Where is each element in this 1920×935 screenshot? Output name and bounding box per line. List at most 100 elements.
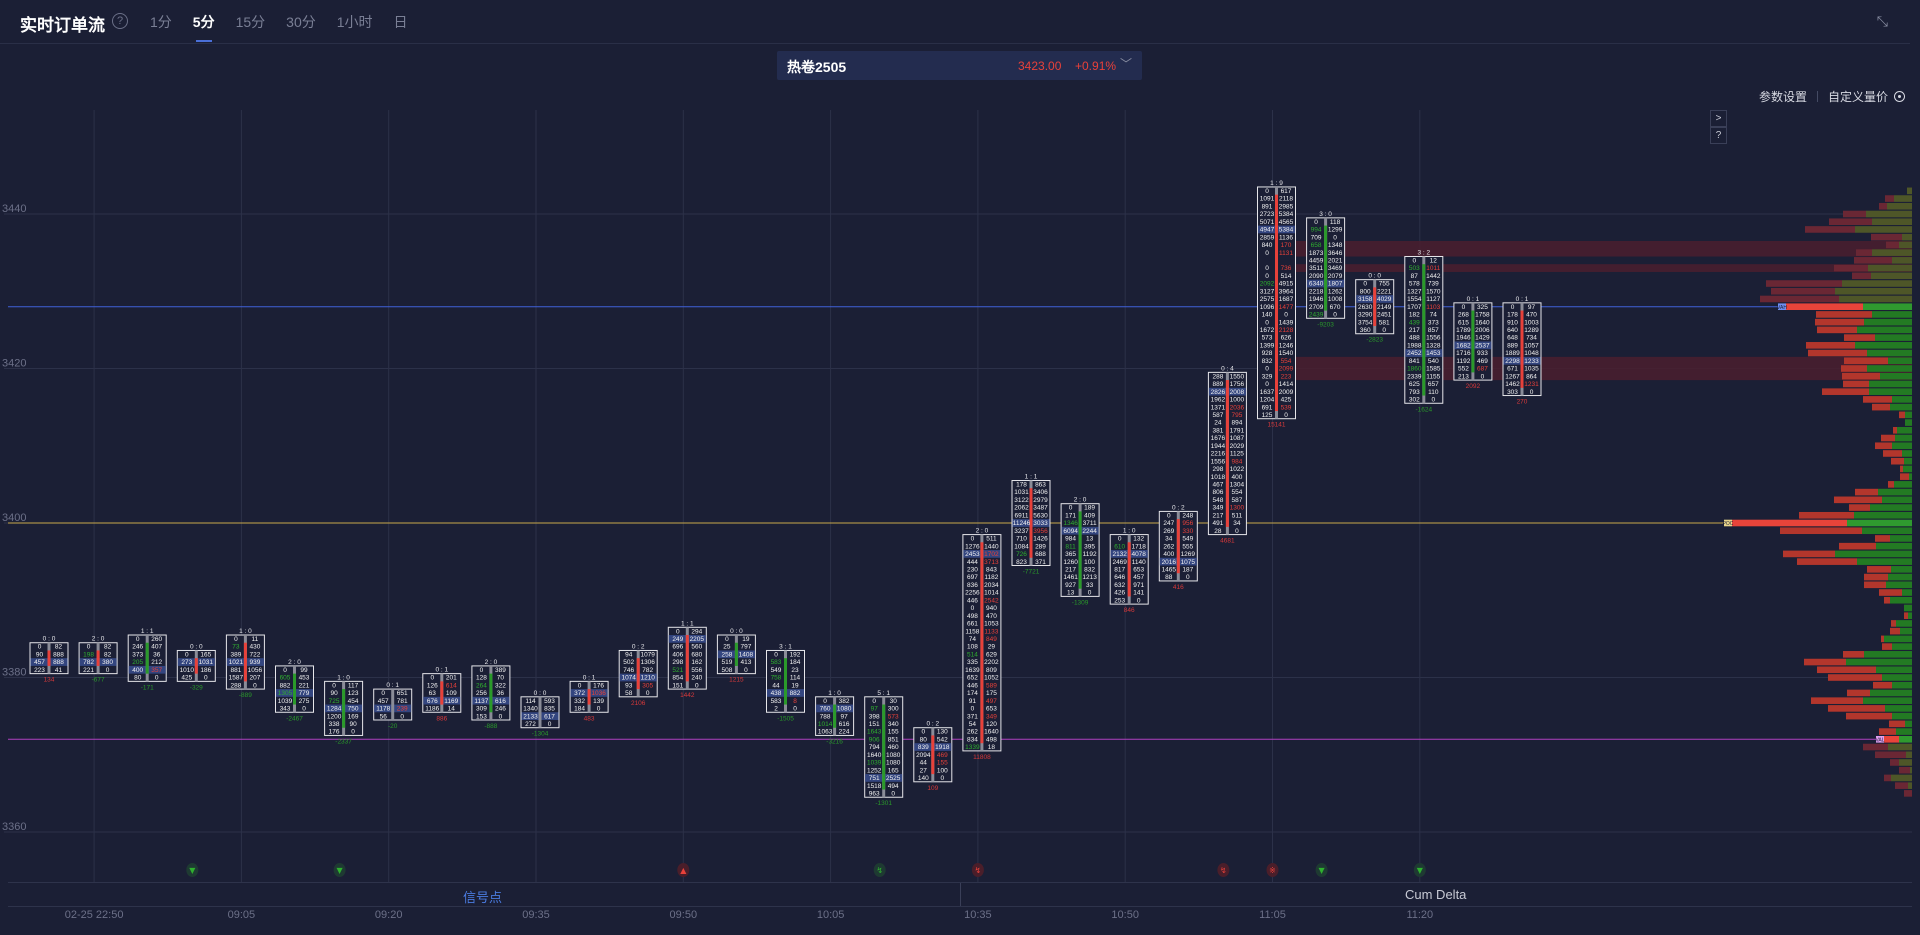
tab-day[interactable]: 日 [393,14,408,30]
signal-marker[interactable]: ↯ [971,863,984,877]
sell-volume-bar [1849,504,1870,511]
tab-cum-delta[interactable]: Cum Delta [1405,887,1467,902]
signal-marker[interactable]: ↯ [873,863,886,877]
footprint-candle[interactable]: 1 : 00 382 760 1080 788 97 1014 616 1063 224 -3216 [815,690,855,746]
candle-delta: -889 [239,692,252,699]
buy-volume-bar [1907,187,1912,195]
bid-volume: 1339 [965,744,980,751]
arrow-down-icon: ▼ [1319,866,1326,875]
bid-volume: 910 [1507,319,1518,326]
bid-volume: 1031 [1014,489,1029,496]
ask-volume: 1306 [640,659,655,666]
tab-30min[interactable]: 30分 [286,14,316,30]
y-axis-label: 3420 [2,358,26,370]
bid-volume: 1789 [1456,327,1471,334]
volume-profile-bar [1828,705,1912,712]
bid-volume: 1178 [376,706,390,713]
signal-marker[interactable]: ↯ [1217,863,1230,877]
signal-marker[interactable]: ▼ [1413,863,1426,877]
ask-volume: 3487 [1033,505,1048,512]
bid-volume: 426 [1114,590,1125,597]
expand-panel-button[interactable]: > [1710,110,1727,127]
ask-volume: 956 [1182,520,1193,527]
ask-volume: 1080 [886,752,901,759]
ask-volume: 511 [986,536,997,543]
bid-volume: 2709 [1309,304,1324,311]
ask-volume: 1304 [1230,482,1245,489]
signal-background [1315,863,1328,877]
ask-volume: 373 [1428,319,1439,326]
ask-volume: 0 [744,667,748,674]
ask-volume: 573 [888,713,899,720]
ask-volume: 212 [151,659,162,666]
bid-volume: 249 [672,636,683,643]
question-circle-icon[interactable]: ? [112,13,128,29]
collapse-arrows-icon[interactable]: ⤡ [1876,13,1888,29]
tab-1hour[interactable]: 1小时 [336,14,373,30]
chevron-down-icon[interactable]: ﹀ [1120,57,1133,71]
footprint-candle[interactable]: 0 : 294 1079 502 1306 746 782 1074 1210 93 305 58 0… [618,643,658,707]
signal-marker[interactable]: ▼ [186,863,199,877]
candle-header: 5 : 1 [877,690,890,697]
ask-volume: 2034 [984,582,999,589]
candle-delta: -171 [141,684,154,691]
ask-volume: 2128 [1279,327,1294,334]
buy-volume-bar [1891,566,1912,573]
buy-volume-bar [1896,728,1912,735]
ask-volume: 1687 [1279,296,1294,303]
volume-profile-bar [1843,210,1912,218]
signal-marker[interactable]: ▼ [333,863,346,877]
help-button[interactable]: ? [1710,127,1727,144]
footprint-candle[interactable]: 1 : 1178 863 1031 3406 3122 2979 2062 3487 6911 5… [1011,474,1051,576]
tab-5min[interactable]: 5分 [192,14,215,42]
x-axis-label: 09:05 [228,909,256,921]
bid-volume: 258 [721,651,732,658]
custom-volume-price-button[interactable]: 自定义量价 [1827,90,1888,104]
bid-volume: 360 [1360,327,1371,334]
settings-circle-icon[interactable] [1894,91,1905,102]
signal-marker[interactable]: ▲ [677,863,690,877]
tab-15min[interactable]: 15分 [235,14,266,30]
tab-1min[interactable]: 1分 [150,14,172,30]
bid-volume: 93 [625,682,633,689]
settings-button[interactable]: 参数设置 [1758,90,1807,104]
ask-volume: 549 [1182,536,1193,543]
instrument-selector[interactable]: 热卷2505 3423.00 +0.91% ﹀ [777,51,1142,80]
signal-marker[interactable]: ※ [1266,863,1279,877]
signal-marker[interactable]: ▼ [1315,863,1328,877]
ask-volume: 1125 [1230,451,1244,458]
ask-volume: 0 [499,713,503,720]
ask-volume: 1052 [984,675,999,682]
tab-signals[interactable]: 信号点 [463,890,503,905]
bid-volume: 1682 [1456,342,1471,349]
